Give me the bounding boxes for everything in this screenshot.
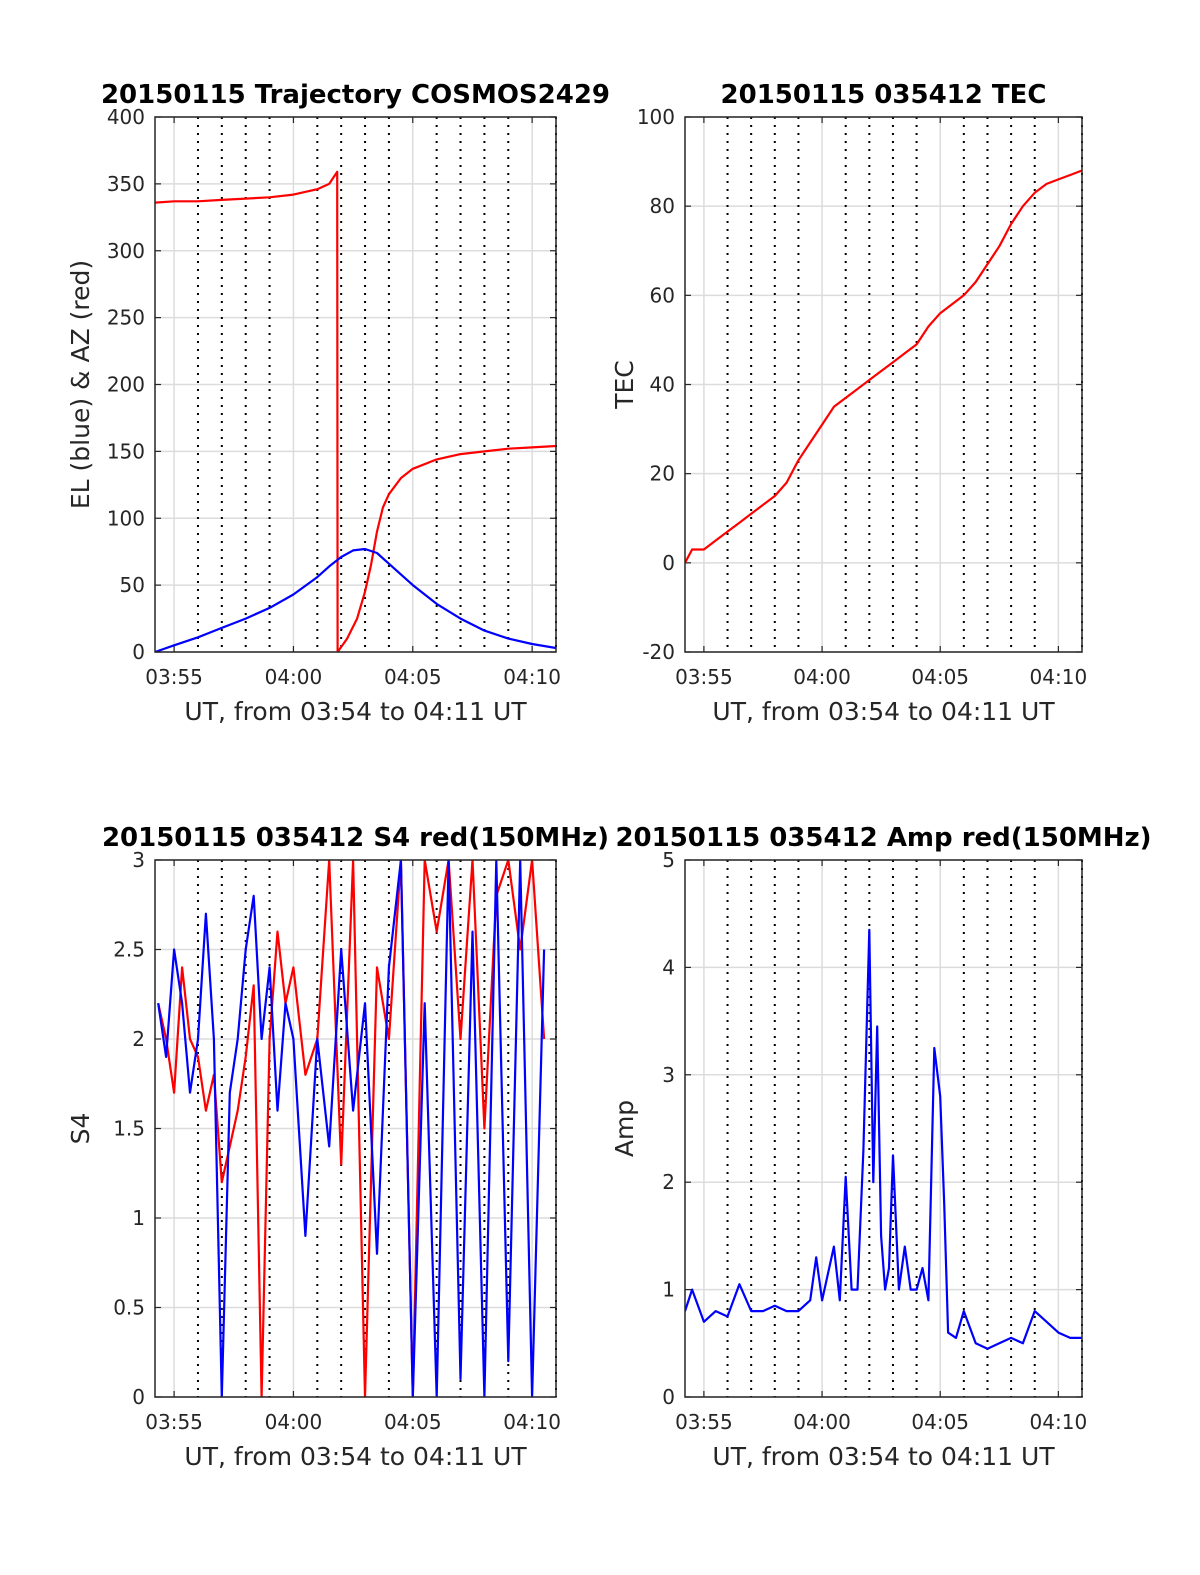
y-tick-label: 3	[132, 848, 145, 872]
y-axis-label: S4	[66, 1113, 95, 1145]
y-tick-label: 300	[107, 239, 145, 263]
chart-title: 20150115 Trajectory COSMOS2429	[101, 80, 610, 110]
s4-panel: 0 0.5 1 1.5 2 2.5 3 03:55 04:00 04:05 04:10 2015011…	[66, 823, 609, 1471]
x-tick-label: 03:55	[675, 665, 733, 689]
x-axis-label: UT, from 03:54 to 04:11 UT	[184, 1442, 527, 1471]
x-tick-label: 04:10	[503, 1410, 561, 1434]
y-axis-label: EL (blue) & AZ (red)	[66, 260, 95, 509]
y-tick-label: 0	[662, 551, 675, 575]
y-tick-label: 350	[107, 172, 145, 196]
y-tick-label: 80	[650, 194, 675, 218]
x-tick-label: 04:05	[384, 665, 442, 689]
axes-frame	[154, 859, 557, 1398]
y-tick-label: 2	[132, 1027, 145, 1051]
tec-series-0	[685, 169, 1082, 564]
y-tick-label: 2.5	[113, 938, 145, 962]
y-tick-label: 200	[107, 373, 145, 397]
amp-panel: 0 1 2 3 4 5 03:55 04:00 04:05 04:10 20150115 03541…	[610, 823, 1152, 1471]
y-tick-label: 400	[107, 105, 145, 129]
chart-title: 20150115 035412 TEC	[721, 80, 1047, 110]
x-tick-label: 04:10	[1030, 665, 1088, 689]
y-tick-label: 50	[120, 573, 145, 597]
x-tick-label: 03:55	[675, 1410, 733, 1434]
x-tick-label: 03:55	[145, 1410, 203, 1434]
y-tick-label: 250	[107, 306, 145, 330]
x-tick-label: 04:00	[793, 665, 851, 689]
axes-frame	[684, 116, 1083, 653]
x-tick-label: 04:10	[503, 665, 561, 689]
s4-series-1	[157, 860, 546, 1397]
x-tick-label: 04:00	[793, 1410, 851, 1434]
trajectory-panel: 0 50 100 150 200 250 300 350 400 03:55 04:00 04:05 0…	[66, 80, 610, 726]
y-tick-label: 0	[132, 640, 145, 664]
x-tick-label: 04:00	[265, 665, 323, 689]
y-tick-label: 1	[132, 1206, 145, 1230]
y-axis-label: Amp	[610, 1100, 639, 1157]
y-tick-label: 5	[662, 848, 675, 872]
y-tick-label: 100	[637, 105, 675, 129]
axes-frame	[684, 859, 1083, 1398]
y-tick-label: 3	[662, 1063, 675, 1087]
y-tick-label: 1	[662, 1278, 675, 1302]
y-tick-label: 1.5	[113, 1117, 145, 1141]
x-axis-label: UT, from 03:54 to 04:11 UT	[712, 697, 1055, 726]
x-axis-label: UT, from 03:54 to 04:11 UT	[184, 697, 527, 726]
y-tick-label: 4	[662, 955, 675, 979]
x-tick-label: 04:10	[1030, 1410, 1088, 1434]
y-axis-label: TEC	[610, 360, 639, 410]
axes-frame	[154, 116, 557, 653]
y-tick-label: 0	[662, 1385, 675, 1409]
y-tick-label: 40	[650, 373, 675, 397]
y-tick-label: 0	[132, 1385, 145, 1409]
y-tick-label: 100	[107, 506, 145, 530]
trajectory-series-1	[155, 547, 556, 652]
x-axis-label: UT, from 03:54 to 04:11 UT	[712, 1442, 1055, 1471]
x-tick-label: 04:00	[265, 1410, 323, 1434]
x-tick-label: 04:05	[384, 1410, 442, 1434]
amp-series-0	[685, 928, 1082, 1350]
y-tick-label: -20	[642, 640, 675, 664]
plot-area	[685, 860, 1082, 1397]
chart-title: 20150115 035412 S4 red(150MHz)	[102, 823, 609, 853]
tec-panel: -20 0 20 40 60 80 100 03:55 04:00 04:05 04:10 20150…	[610, 80, 1087, 726]
y-tick-label: 0.5	[113, 1296, 145, 1320]
x-tick-label: 04:05	[911, 1410, 969, 1434]
y-tick-label: 150	[107, 439, 145, 463]
trajectory-series-0	[155, 170, 556, 652]
y-tick-label: 60	[650, 283, 675, 307]
x-tick-label: 04:05	[911, 665, 969, 689]
y-tick-label: 2	[662, 1170, 675, 1194]
chart-title: 20150115 035412 Amp red(150MHz)	[615, 823, 1151, 853]
x-tick-label: 03:55	[145, 665, 203, 689]
y-tick-label: 20	[650, 462, 675, 486]
